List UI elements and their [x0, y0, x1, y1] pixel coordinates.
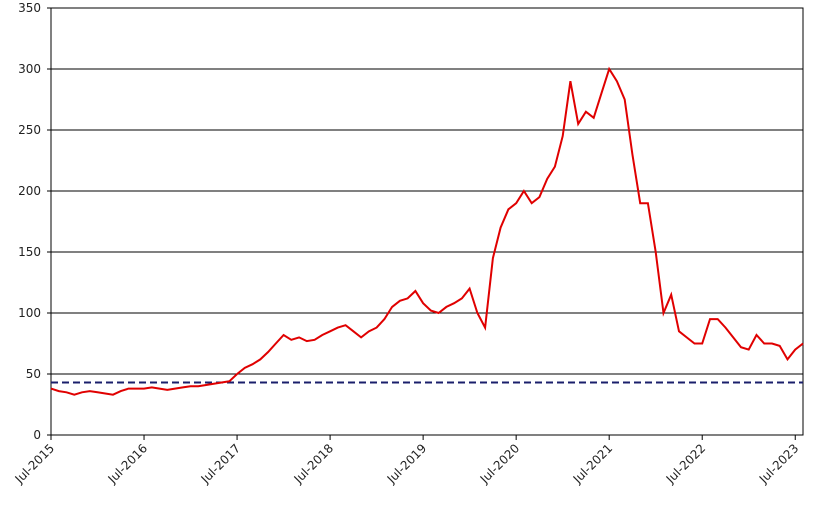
x-tick-label: Jul-2021	[570, 441, 616, 487]
y-tick-label: 350	[18, 1, 41, 15]
data-line	[50, 66, 804, 396]
y-tick-label: 0	[33, 428, 41, 442]
x-tick-label: Jul-2018	[291, 441, 337, 487]
x-tick-label: Jul-2023	[756, 441, 802, 487]
x-tick-label: Jul-2020	[477, 441, 523, 487]
plot-frame	[50, 7, 804, 436]
x-tick-label: Jul-2019	[384, 441, 430, 487]
y-tick-label: 300	[18, 62, 41, 76]
x-tick-label: Jul-2017	[198, 441, 244, 487]
x-tick-label: Jul-2015	[12, 441, 58, 487]
x-tick-label: Jul-2016	[105, 441, 151, 487]
y-tick-label: 50	[26, 367, 41, 381]
x-tick-label: Jul-2022	[663, 441, 709, 487]
y-tick-label: 250	[18, 123, 41, 137]
y-tick-label: 150	[18, 245, 41, 259]
y-tick-label: 200	[18, 184, 41, 198]
y-tick-label: 100	[18, 306, 41, 320]
